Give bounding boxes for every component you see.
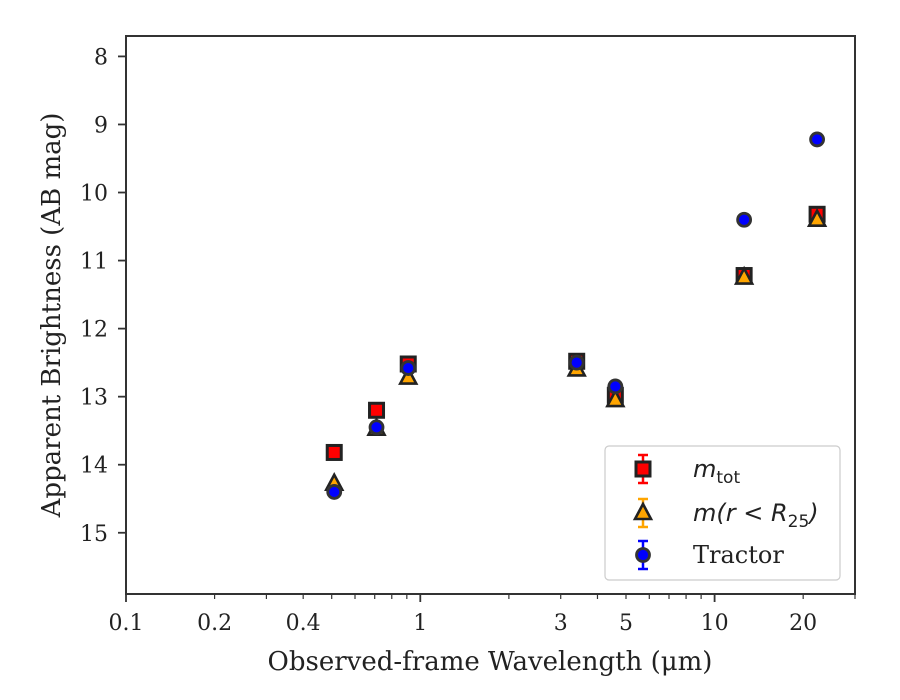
y-tick-label: 15 (80, 522, 108, 547)
legend-tractor-marker (635, 547, 651, 563)
mr25-marker (398, 365, 419, 385)
tractor-marker (736, 211, 753, 228)
x-tick-label: 0.4 (286, 611, 321, 636)
legend-mr25-marker (632, 501, 654, 521)
legend-label: mtot (693, 455, 740, 488)
tractor-marker (326, 484, 343, 500)
tractor-marker (568, 354, 585, 371)
x-tick-label: 10 (701, 611, 729, 636)
data-markers (324, 131, 828, 500)
x-tick-label: 3 (554, 611, 568, 636)
mr25-marker (733, 265, 755, 285)
x-tick-label: 0.1 (109, 611, 144, 636)
tractor-marker (400, 360, 417, 376)
x-tick-label: 0.2 (197, 611, 232, 636)
y-tick-label: 11 (80, 250, 108, 275)
y-tick-label: 10 (80, 182, 108, 207)
mr25-marker (806, 207, 828, 228)
y-tick-label: 14 (80, 454, 108, 479)
tractor-marker (368, 419, 385, 436)
x-axis-label: Observed-frame Wavelength (μm) (268, 647, 713, 677)
y-axis-label: Apparent Brightness (AB mag) (37, 113, 67, 519)
mtot-marker (325, 443, 343, 461)
y-tick-label: 9 (94, 113, 108, 138)
x-tick-label: 1 (413, 611, 427, 636)
legend-box (604, 445, 841, 581)
y-axis-ticks: 8 9 10 11 12 13 14 15 (80, 45, 126, 547)
mr25-marker (605, 388, 626, 408)
legend-label: m(r < R25) (693, 499, 819, 532)
legend-mtot-marker (634, 460, 652, 478)
x-tick-label: 5 (619, 611, 633, 636)
y-tick-label: 12 (80, 318, 108, 343)
legend-label: Tractor (693, 541, 784, 569)
y-tick-label: 13 (80, 386, 108, 411)
legend: mtot m(r < R25) Tractor (604, 445, 841, 581)
x-axis-ticks: 0.1 0.2 0.4 1 3 5 10 20 (109, 594, 856, 636)
tractor-marker (809, 131, 825, 148)
x-tick-label: 20 (789, 611, 817, 636)
mtot-marker (368, 401, 386, 419)
tractor-marker (607, 378, 624, 395)
y-tick-label: 8 (94, 45, 108, 70)
